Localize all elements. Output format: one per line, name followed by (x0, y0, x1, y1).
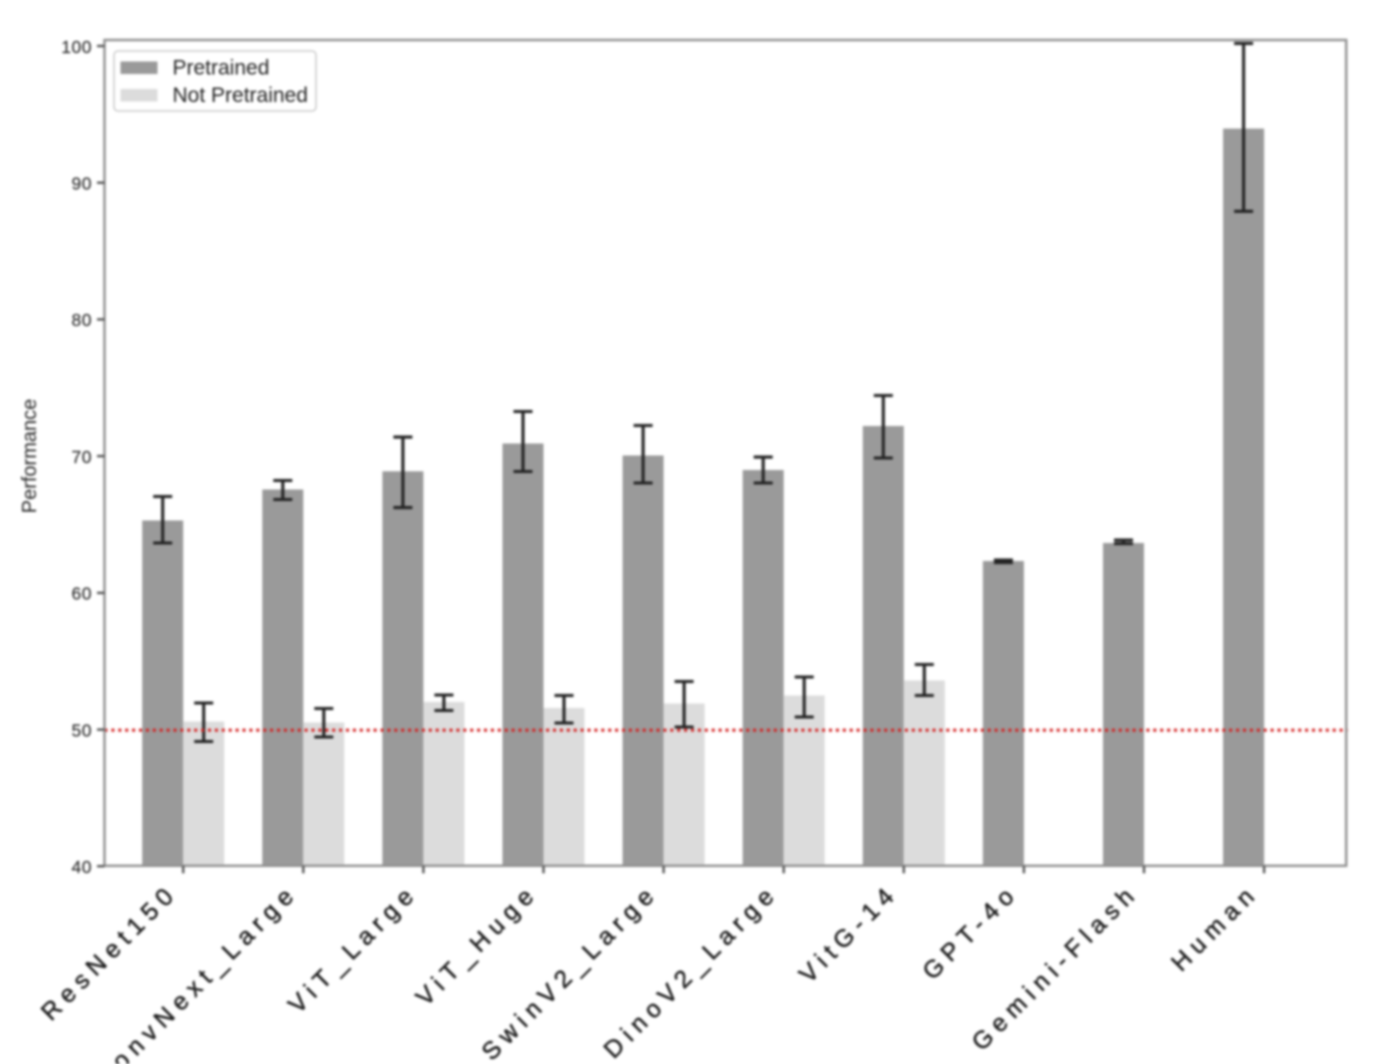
svg-text:100: 100 (61, 37, 92, 57)
svg-text:40: 40 (72, 857, 92, 877)
svg-text:Pretrained: Pretrained (173, 57, 270, 80)
svg-text:50: 50 (72, 720, 92, 740)
svg-text:60: 60 (72, 584, 92, 604)
svg-text:Performance: Performance (19, 399, 41, 514)
svg-text:70: 70 (72, 447, 92, 467)
svg-text:80: 80 (72, 310, 92, 330)
svg-text:Not Pretrained: Not Pretrained (173, 84, 308, 107)
svg-text:90: 90 (72, 174, 92, 194)
